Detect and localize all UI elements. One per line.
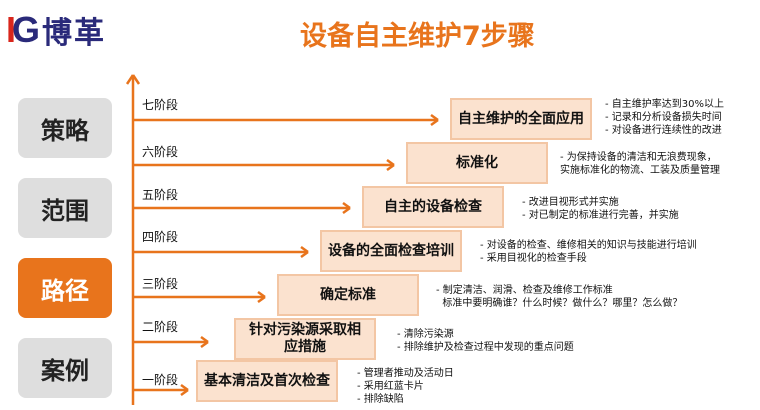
step-notes: - 制定清洁、润滑、检查及维修工作标准 标准中要明确谁？什么时候？做什么？哪里？…	[436, 284, 682, 310]
stage-label: 一阶段	[142, 373, 179, 387]
logo-mark-right: G	[12, 9, 40, 50]
step-title: 自主的设备检查	[384, 198, 482, 215]
note-line: 标准中要明确谁？什么时候？做什么？哪里？怎么做？	[436, 298, 683, 309]
note-line: - 记录和分析设备损失时间	[605, 112, 722, 123]
note-line: - 制定清洁、润滑、检查及维修工作标准	[436, 285, 613, 296]
step-title: 针对污染源采取相应措施	[249, 322, 361, 355]
step-title: 基本清洁及首次检查	[204, 372, 330, 389]
step-box: 自主的设备检查	[362, 186, 504, 228]
stage-arrowhead	[180, 383, 189, 392]
step-box: 设备的全面检查培训	[320, 230, 462, 272]
stage-arrowhead	[257, 290, 266, 299]
note-line: - 采用目视化的检查手段	[480, 253, 587, 264]
logo-mark-left: I	[6, 9, 16, 50]
stage-arrowhead	[430, 118, 439, 127]
note-line: - 排除维护及检查过程中发现的重点问题	[397, 342, 574, 353]
note-line: - 清除污染源	[397, 329, 454, 340]
stage-arrowhead	[200, 335, 209, 344]
sidebar-item-cases[interactable]: 案例	[18, 338, 112, 398]
stage-arrowhead	[386, 163, 395, 172]
sidebar-item-scope[interactable]: 范围	[18, 178, 112, 238]
step-title: 设备的全面检查培训	[328, 242, 454, 259]
note-line: - 采用红蓝卡片	[357, 381, 424, 392]
stage-arrowhead	[200, 340, 209, 349]
step-box: 确定标准	[277, 274, 419, 316]
stage-label: 三阶段	[142, 277, 179, 291]
stage-label: 五阶段	[142, 188, 179, 202]
logo-mark: IG	[6, 9, 40, 50]
stage-arrowhead	[257, 295, 266, 304]
logo: IG 博革	[6, 8, 106, 52]
note-line: - 对已制定的标准进行完善，并实施	[522, 210, 679, 221]
note-line: 实施标准化的物流、工装及质量管理	[560, 165, 720, 176]
note-line: - 排除缺陷	[357, 394, 404, 405]
page-title: 设备自主维护7步骤	[300, 21, 535, 52]
step-notes: - 自主维护率达到30%以上 - 记录和分析设备损失时间 - 对设备进行连续性的改进	[605, 98, 724, 137]
stage-arrowhead	[430, 113, 439, 122]
note-line: - 管理者推动及活动日	[357, 368, 454, 379]
step-notes: - 清除污染源 - 排除维护及检查过程中发现的重点问题	[397, 328, 574, 354]
stage-arrowhead	[386, 158, 395, 167]
stage-label: 二阶段	[142, 320, 179, 334]
note-line: - 为保持设备的清洁和无浪费现象，	[560, 152, 717, 163]
axis-arrowhead	[131, 74, 141, 85]
stage-arrowhead	[180, 388, 189, 397]
step-box: 标准化	[406, 142, 548, 184]
step-notes: - 对设备的检查、维修相关的知识与技能进行培训 - 采用目视化的检查手段	[480, 239, 697, 265]
stage-label: 七阶段	[142, 98, 179, 112]
stage-arrowhead	[300, 245, 309, 254]
step-notes: - 管理者推动及活动日 - 采用红蓝卡片 - 排除缺陷	[357, 367, 454, 406]
step-box: 基本清洁及首次检查	[196, 360, 338, 402]
stage-arrowhead	[300, 250, 309, 259]
stage-arrowhead	[342, 201, 351, 210]
step-box: 针对污染源采取相应措施	[234, 318, 376, 360]
step-title: 标准化	[456, 154, 498, 171]
note-line: - 对设备进行连续性的改进	[605, 125, 722, 136]
step-box: 自主维护的全面应用	[450, 98, 592, 140]
note-line: - 改进目视形式并实施	[522, 197, 619, 208]
stage-label: 四阶段	[142, 230, 179, 244]
step-title: 确定标准	[320, 286, 376, 303]
note-line: - 自主维护率达到30%以上	[605, 99, 725, 110]
step-title: 自主维护的全面应用	[458, 110, 584, 127]
axis-arrowhead	[125, 74, 135, 85]
step-notes: - 为保持设备的清洁和无浪费现象， 实施标准化的物流、工装及质量管理	[560, 151, 720, 177]
sidebar-item-strategy[interactable]: 策略	[18, 98, 112, 158]
stage-label: 六阶段	[142, 145, 179, 159]
logo-text: 博革	[42, 16, 107, 51]
sidebar-item-path[interactable]: 路径	[18, 258, 112, 318]
note-line: - 对设备的检查、维修相关的知识与技能进行培训	[480, 240, 697, 251]
step-notes: - 改进目视形式并实施 - 对已制定的标准进行完善，并实施	[522, 196, 679, 222]
stage-arrowhead	[342, 206, 351, 215]
